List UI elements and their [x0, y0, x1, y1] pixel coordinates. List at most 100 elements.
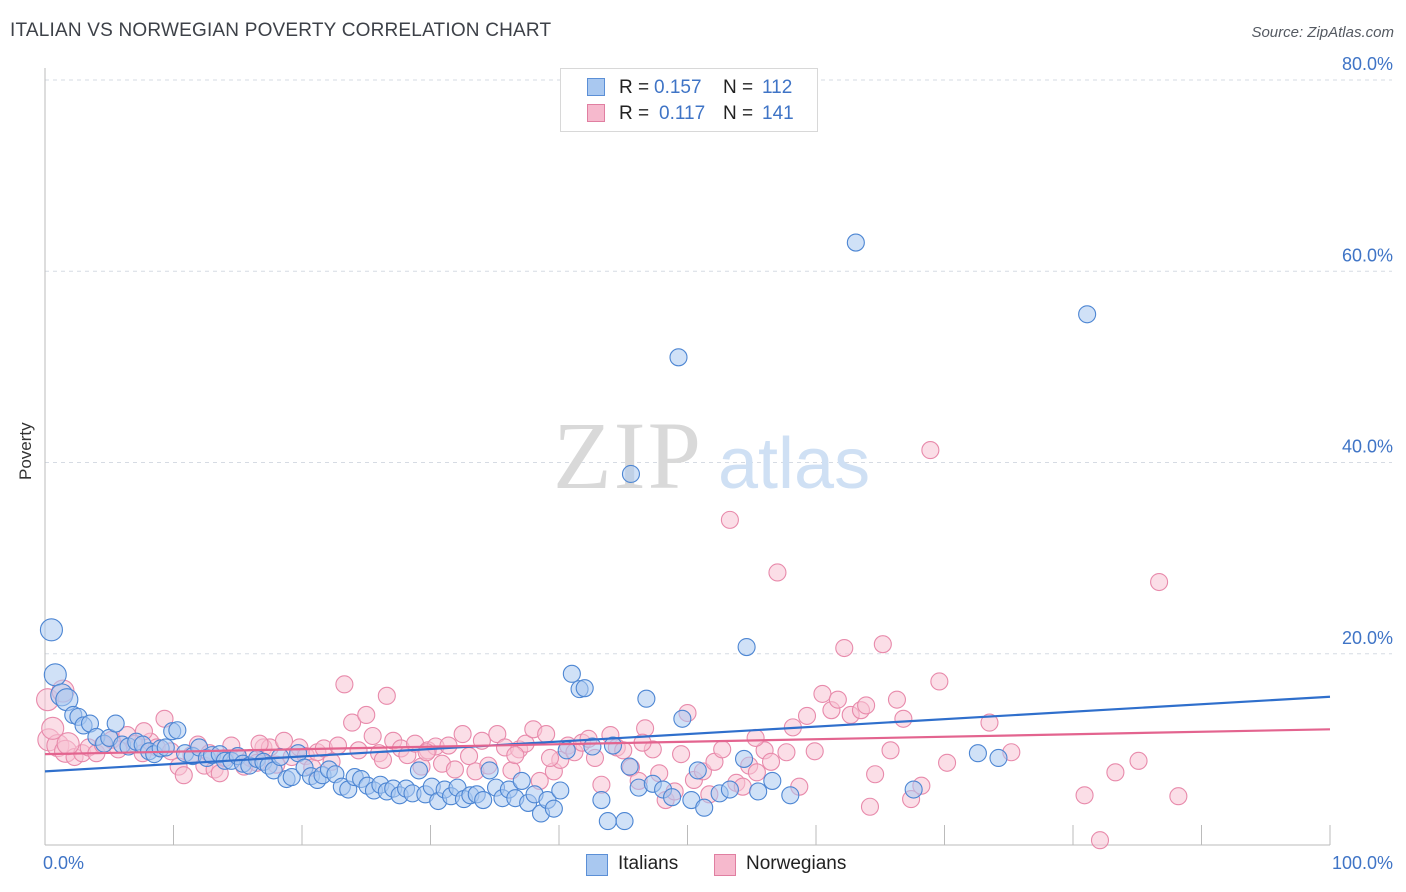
italians-point [282, 768, 301, 787]
norwegians-point [894, 709, 913, 728]
norwegians-point [777, 743, 796, 762]
y-tick-label: 20.0% [1342, 628, 1393, 648]
grid-layer [45, 79, 1392, 655]
norwegians-point [672, 745, 691, 764]
norwegians-legend-swatch [714, 854, 736, 876]
italians-legend-swatch [586, 854, 608, 876]
norwegians-point [768, 563, 787, 582]
norwegians-point [835, 638, 854, 658]
norwegians-point [1129, 751, 1148, 770]
italians-point [673, 709, 692, 728]
norwegians-trend-line [44, 728, 1331, 756]
tick-labels: 20.0% 40.0% 60.0% 80.0% 0.0% 100.0% [43, 54, 1393, 873]
norwegians-point [349, 741, 368, 760]
italians-point [39, 618, 63, 642]
norwegians-legend-label: Norwegians [746, 853, 847, 874]
norwegians-point [930, 672, 949, 691]
norwegians-point [1150, 572, 1169, 592]
italians-point [562, 664, 581, 683]
stats-legend: R = 0.157 N = 112 R = 0.117 N = 141 [560, 68, 818, 132]
italians-point [43, 663, 67, 687]
norwegians-point [363, 726, 382, 746]
norwegians-point [592, 775, 611, 794]
italians-point [551, 781, 570, 800]
norwegians-point [274, 731, 294, 750]
italians-point [620, 757, 639, 776]
italians-point [603, 736, 623, 755]
italians-point [669, 348, 688, 367]
norwegians-point [1169, 787, 1188, 806]
norwegians-point [41, 716, 65, 740]
italians-point [168, 721, 187, 740]
y-tick-label: 40.0% [1342, 437, 1393, 457]
italians-point [688, 761, 707, 780]
italians-legend-label: Italians [618, 853, 679, 874]
norwegians-point [335, 675, 354, 694]
italians-point [763, 771, 782, 790]
italians-trend-line [44, 695, 1331, 773]
norwegians-point [1075, 786, 1094, 805]
norwegians-point [453, 725, 472, 744]
legend-n-value: 141 [762, 103, 794, 124]
italians-point [749, 782, 768, 801]
italians-point [720, 780, 739, 799]
italians-swatch [587, 78, 605, 96]
norwegians-point [506, 746, 525, 765]
italians-point [598, 812, 617, 831]
italians-point [737, 638, 756, 657]
norwegians-point [488, 725, 507, 744]
italians-point [592, 791, 611, 810]
norwegians-point [866, 765, 885, 784]
watermark-atlas: atlas [718, 424, 870, 504]
italians-point [904, 780, 923, 799]
norwegians-point [938, 753, 957, 772]
norwegians-point [761, 752, 781, 771]
italians-point [575, 679, 594, 698]
norwegians-point [343, 713, 362, 732]
norwegians-point [805, 742, 824, 761]
norwegians-point [540, 748, 560, 768]
italians-point [480, 761, 499, 780]
italians-point [583, 737, 602, 756]
x-tick-label: 100.0% [1332, 853, 1393, 873]
norwegians-point [445, 760, 464, 779]
norwegians-point [857, 696, 876, 715]
norwegians-point [357, 705, 376, 725]
legend-r-value: 0.157 [654, 77, 702, 98]
norwegians-point [747, 763, 766, 782]
legend-r-label: R = [619, 103, 650, 124]
watermark-zip: ZIP [553, 402, 703, 509]
norwegians-point [1090, 831, 1110, 850]
italians-point [637, 689, 656, 708]
norwegians-point [377, 686, 396, 705]
norwegians-point [813, 684, 832, 703]
italians-point [621, 464, 641, 484]
italians-point [106, 714, 125, 733]
norwegians-point [980, 713, 999, 732]
norwegians-point [328, 736, 348, 755]
legend-n-label: N = [723, 103, 754, 124]
norwegians-point [921, 441, 940, 460]
norwegians-point [873, 635, 892, 654]
norwegians-point [746, 728, 765, 747]
norwegians-point [1106, 763, 1125, 782]
norwegians-point [713, 740, 732, 759]
norwegians-swatch [587, 104, 605, 122]
chart-title: ITALIAN VS NORWEGIAN POVERTY CORRELATION… [10, 20, 552, 41]
x-tick-label: 0.0% [43, 853, 84, 873]
norwegians-point [860, 797, 880, 816]
italians-point [1078, 305, 1097, 324]
italians-point [695, 798, 714, 817]
axis-layer [44, 68, 1331, 846]
y-tick-label: 80.0% [1342, 54, 1393, 74]
norwegians-point [797, 706, 817, 725]
norwegians-point [537, 725, 556, 744]
italians-point [781, 786, 800, 805]
italians-point [409, 761, 428, 780]
italians-point [156, 738, 175, 757]
norwegians-point [720, 510, 739, 529]
italians-point [968, 744, 987, 763]
norwegians-point [174, 766, 193, 785]
italians-point [663, 788, 682, 807]
